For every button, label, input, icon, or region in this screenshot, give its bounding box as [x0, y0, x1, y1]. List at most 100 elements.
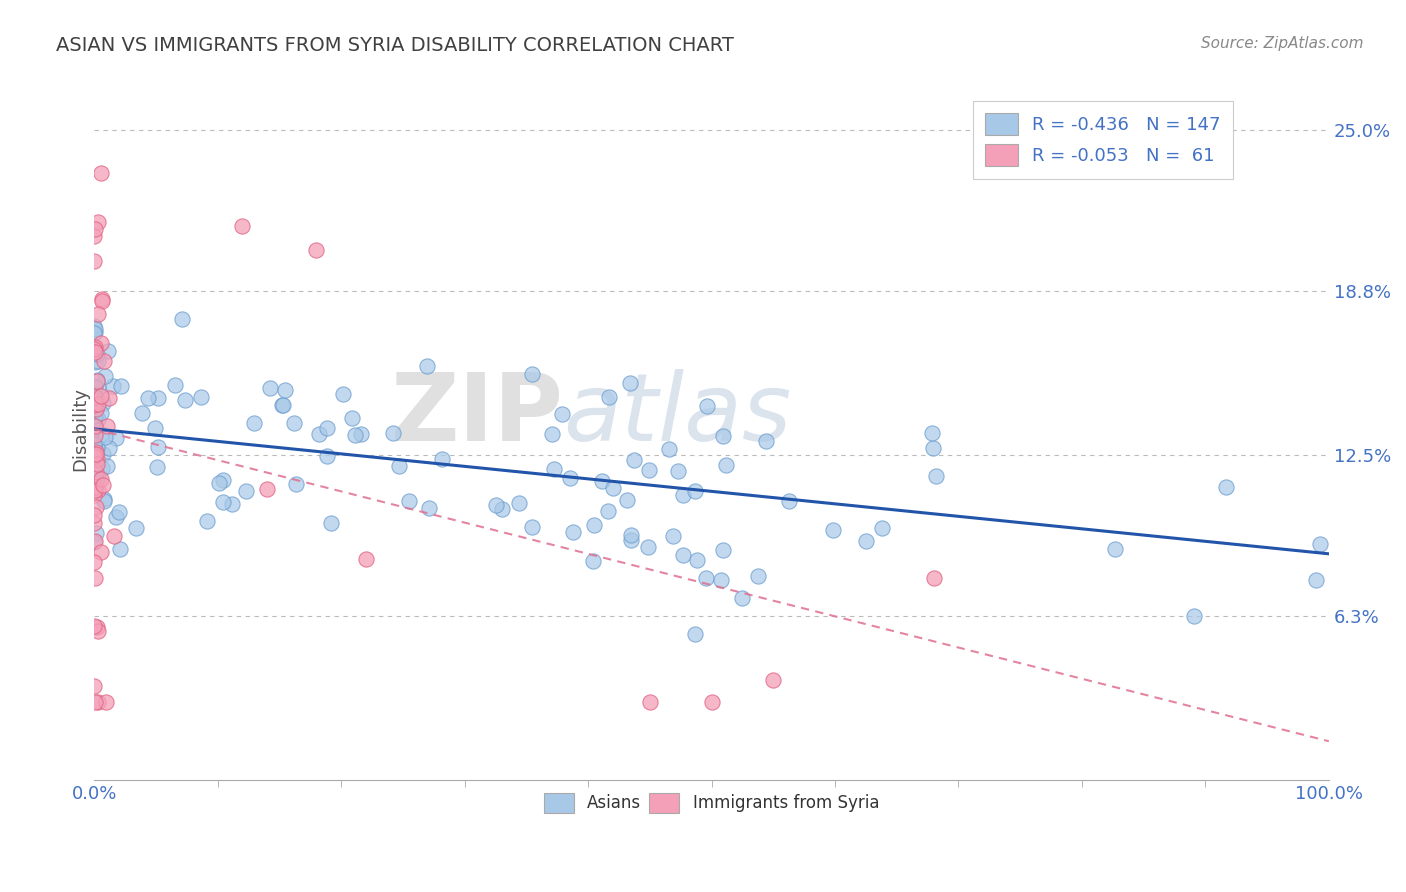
Point	[582, 554, 605, 568]
Point	[83, 319, 105, 334]
Point	[855, 534, 877, 549]
Point	[83, 409, 105, 424]
Point	[84, 400, 107, 414]
Point	[84, 422, 107, 436]
Point	[84, 379, 107, 393]
Point	[83, 384, 105, 399]
Point	[110, 379, 132, 393]
Point	[83, 437, 105, 451]
Point	[305, 243, 328, 257]
Point	[343, 427, 366, 442]
Point	[418, 500, 440, 515]
Point	[84, 447, 107, 461]
Point	[174, 393, 197, 408]
Point	[83, 409, 105, 423]
Point	[821, 523, 844, 537]
Point	[208, 475, 231, 490]
Point	[747, 569, 769, 583]
Point	[84, 409, 107, 423]
Point	[432, 452, 454, 467]
Point	[94, 695, 117, 709]
Point	[83, 471, 105, 485]
Point	[83, 253, 105, 268]
Point	[602, 481, 624, 495]
Point	[93, 491, 115, 506]
Point	[273, 398, 295, 412]
Point	[83, 460, 105, 475]
Point	[83, 447, 105, 461]
Point	[83, 326, 105, 340]
Point	[84, 445, 107, 459]
Point	[90, 335, 112, 350]
Point	[83, 487, 105, 501]
Point	[491, 501, 513, 516]
Point	[382, 425, 405, 440]
Point	[83, 516, 105, 530]
Point	[93, 494, 115, 508]
Point	[93, 368, 115, 383]
Point	[340, 411, 363, 425]
Point	[87, 470, 110, 484]
Point	[86, 465, 108, 479]
Point	[83, 221, 105, 235]
Point	[90, 166, 112, 180]
Point	[1104, 542, 1126, 557]
Point	[172, 312, 194, 326]
Point	[83, 342, 105, 356]
Point	[731, 591, 754, 605]
Point	[97, 343, 120, 358]
Point	[620, 527, 643, 541]
Point	[921, 425, 943, 440]
Point	[283, 416, 305, 430]
Point	[124, 521, 146, 535]
Point	[105, 509, 128, 524]
Point	[83, 355, 105, 369]
Point	[683, 484, 706, 499]
Point	[561, 524, 583, 539]
Point	[762, 673, 785, 687]
Point	[148, 441, 170, 455]
Point	[543, 462, 565, 476]
Point	[86, 451, 108, 466]
Point	[83, 555, 105, 569]
Point	[221, 497, 243, 511]
Point	[696, 399, 718, 413]
Point	[87, 624, 110, 639]
Point	[658, 442, 681, 456]
Point	[84, 526, 107, 541]
Point	[83, 619, 105, 633]
Point	[83, 322, 105, 336]
Point	[83, 421, 105, 435]
Point	[662, 529, 685, 543]
Point	[623, 453, 645, 467]
Point	[86, 695, 108, 709]
Point	[83, 461, 105, 475]
Point	[83, 695, 105, 709]
Point	[146, 460, 169, 475]
Point	[710, 573, 733, 587]
Point	[86, 441, 108, 455]
Point	[83, 449, 105, 463]
Point	[83, 342, 105, 356]
Point	[87, 354, 110, 368]
Point	[672, 488, 695, 502]
Point	[83, 534, 105, 549]
Point	[83, 437, 105, 451]
Point	[619, 376, 641, 390]
Point	[86, 373, 108, 387]
Point	[101, 378, 124, 392]
Point	[84, 443, 107, 458]
Point	[686, 552, 709, 566]
Point	[86, 306, 108, 320]
Point	[131, 406, 153, 420]
Point	[94, 430, 117, 444]
Point	[104, 431, 127, 445]
Point	[256, 482, 278, 496]
Point	[308, 427, 330, 442]
Point	[84, 478, 107, 492]
Legend: Asians, Immigrants from Syria: Asians, Immigrants from Syria	[531, 781, 891, 825]
Point	[235, 483, 257, 498]
Point	[316, 421, 339, 435]
Point	[87, 412, 110, 426]
Point	[86, 620, 108, 634]
